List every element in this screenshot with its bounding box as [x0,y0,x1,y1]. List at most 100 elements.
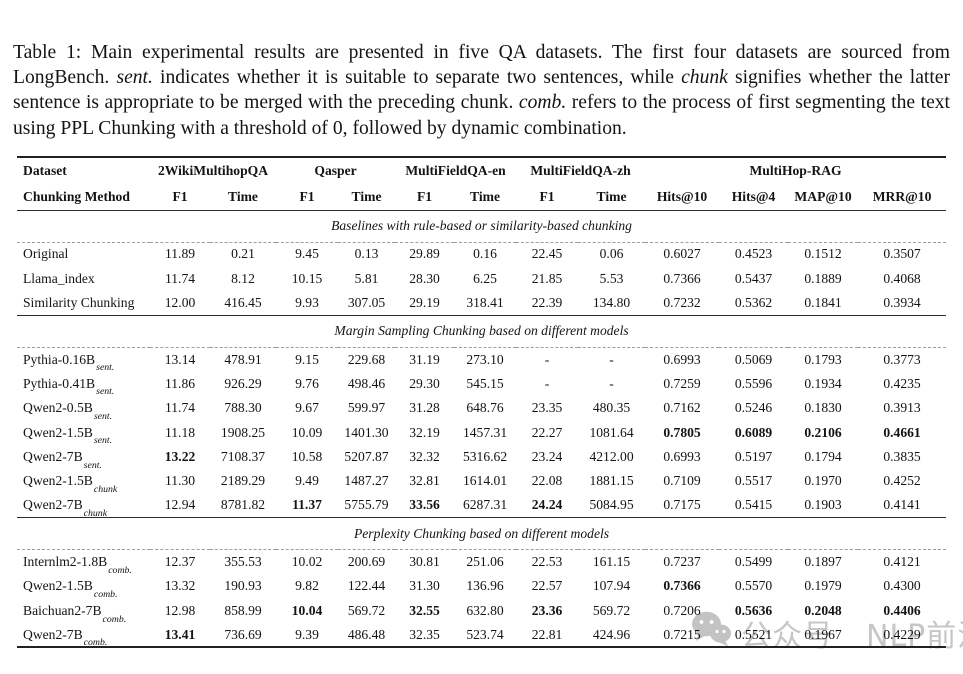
result-cell: 22.27 [531,424,563,440]
method-label: Qwen2-7B [23,626,83,642]
result-cell: 134.80 [578,290,646,316]
result-cell: 22.08 [531,473,563,489]
result-cell: 1908.25 [220,424,266,440]
result-cell: 10.58 [291,448,323,464]
result-cell: 8.12 [231,270,255,286]
header-group-3: MultiFieldQA-zh [530,163,631,178]
result-cell: 29.89 [409,246,440,262]
method-subscript: sent. [96,386,115,398]
result-cell: 8781.82 [210,493,277,519]
result-cell: 33.56 [395,493,455,519]
result-cell: 1881.15 [589,473,634,489]
section-title: Margin Sampling Chunking based on differ… [17,315,947,348]
result-cell: 1487.27 [344,473,389,489]
result-cell: 1614.01 [462,473,508,489]
result-cell: 0.4235 [883,375,921,391]
result-cell: 31.19 [409,351,440,367]
result-cell: 13.32 [164,578,196,594]
result-cell: 523.74 [466,626,504,642]
result-cell: 22.81 [531,626,563,642]
result-cell: 32.35 [409,626,440,642]
method-cell: Qwen2-0.5Bsent. [17,396,150,421]
result-cell: 11.18 [164,424,196,440]
method-label: Qwen2-1.5B [23,578,93,594]
results-table-wrap: Dataset 2WikiMultihopQA Qasper MultiFieldQA… [17,156,947,649]
result-cell: 5.81 [354,270,379,286]
result-cell: 0.7366 [663,578,701,594]
table-row: Qwen2-1.5Bsent. 11.18 1908.25 10.09 1401.30 3… [17,420,946,446]
result-cell: 30.81 [409,554,440,570]
header-metric-6: F1 [516,184,579,211]
method-subscript: comb. [93,589,118,601]
result-cell: 0.5499 [734,554,773,570]
result-cell: 32.19 [409,424,440,440]
method-cell: Qwen2-7Bchunk [17,493,150,519]
result-cell: 32.55 [409,602,440,618]
header-metric-11: MRR@10 [858,184,947,211]
result-cell: 31.28 [409,400,440,416]
result-cell: 22.45 [531,246,563,262]
header-dataset-label: Dataset [23,163,67,178]
header-sub-row: Chunking Method F1 Time F1 Time F1 Time F1 Time H… [17,184,947,211]
result-cell: 0.3934 [858,290,947,316]
result-cell: 11.30 [164,473,196,489]
method-subscript: chunk [93,484,118,496]
table-row: Llama_index 11.74 8.12 10.15 5.81 28.30 6.25 21… [17,266,946,290]
result-cell: 0.1889 [804,270,842,286]
header-group-4: MultiHop-RAG [749,163,842,178]
wechat-icon [690,610,732,656]
section-row: Baselines with rule-based or similarity-… [17,210,947,243]
result-cell: 0.4300 [883,578,921,594]
method-cell: Original [17,242,150,266]
result-cell: 736.69 [224,626,262,642]
result-cell: 273.10 [466,351,504,367]
result-cell: - [609,375,614,391]
method-label: Baichuan2-7B [23,602,102,618]
result-cell: 0.16 [473,246,497,262]
caption-text: Table 1: Main experimental results are p… [13,41,950,88]
result-cell: 0.3507 [883,246,921,262]
result-cell: 1457.31 [462,424,508,440]
method-label: Original [23,246,69,262]
result-cell: 9.49 [295,473,319,489]
result-cell: 22.39 [516,290,579,316]
result-cell: 229.68 [347,351,386,367]
table-header: Dataset 2WikiMultihopQA Qasper MultiFieldQA… [17,157,947,211]
result-cell: 12.94 [150,493,210,519]
table-row: Similarity Chunking 12.00 416.45 9.93 307.05… [17,290,947,316]
result-cell: 0.4661 [883,424,921,440]
method-label: Qwen2-7B [23,448,83,464]
header-metric-3: Time [338,184,396,211]
result-cell: 0.7259 [663,375,701,391]
result-cell: 0.6089 [734,424,773,440]
result-cell: 11.37 [276,493,339,519]
section-title: Perplexity Chunking based on different m… [17,517,947,551]
result-cell: 9.76 [295,375,319,391]
result-cell: 0.5197 [734,448,773,464]
result-cell: 13.22 [164,448,196,464]
result-cell: 0.5437 [734,270,773,286]
result-cell: 0.1934 [804,375,842,391]
result-cell: 23.24 [531,448,563,464]
result-cell: 424.96 [592,626,631,642]
result-cell: 6.25 [473,270,497,286]
result-cell: 0.3835 [883,448,921,464]
result-cell: 1401.30 [344,424,389,440]
result-cell: 0.4252 [883,473,921,489]
table-row: Pythia-0.16Bsent. 13.14 478.91 9.15 229.68 31… [17,347,946,373]
header-metric-5: Time [454,184,517,211]
result-cell: 486.48 [347,626,386,642]
table-row: Qwen2-7Bsent. 13.22 7108.37 10.58 5207.87 32.… [17,445,946,470]
result-cell: 926.29 [224,375,262,391]
result-cell: 23.35 [531,400,563,416]
result-cell: - [544,375,550,391]
result-cell: 23.36 [531,602,563,618]
result-cell: 10.09 [291,424,323,440]
result-cell: 416.45 [210,290,277,316]
result-cell: 0.1794 [804,448,842,464]
header-metric-0: F1 [150,184,210,211]
result-cell: 136.96 [466,578,504,594]
result-cell: 0.7206 [663,602,701,618]
result-cell: 788.30 [224,400,262,416]
result-cell: 7108.37 [220,448,266,464]
